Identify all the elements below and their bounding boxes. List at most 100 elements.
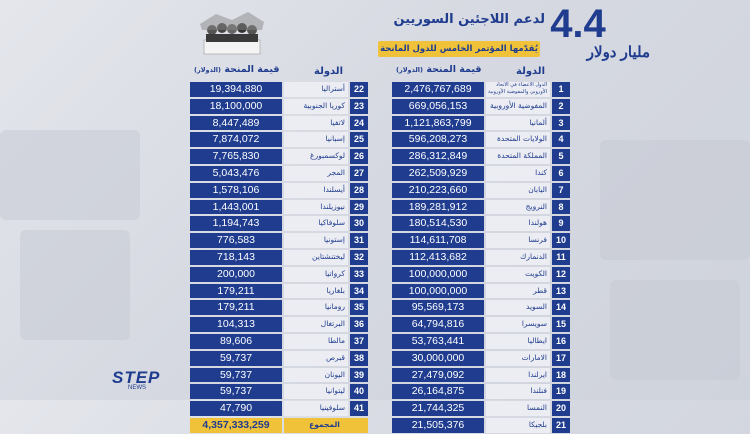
row-number: 15: [552, 317, 570, 332]
grant-amount: 18,100,000: [190, 98, 282, 114]
step-news-logo: STEP NEWS: [112, 368, 161, 391]
table-row: 7,874,072 إسبانيا 25: [190, 131, 368, 148]
country-name: سويسرا: [486, 317, 550, 332]
table-row: 114,611,708 فرنسا 10: [392, 232, 570, 249]
country-name: الدول الأعضاء في الاتحاد الأوروبي والمفو…: [486, 82, 550, 97]
grant-amount: 59,737: [190, 367, 282, 383]
total-amount-headline: 4.4: [550, 2, 606, 46]
country-name: قبرص: [284, 350, 348, 366]
country-name: المفوضية الأوروبية: [486, 98, 550, 114]
grant-amount: 21,505,376: [392, 417, 484, 433]
country-name: كندا: [486, 165, 550, 181]
grant-amount: 27,479,092: [392, 367, 484, 383]
grant-amount: 1,443,001: [190, 199, 282, 215]
grant-amount: 5,043,476: [190, 165, 282, 181]
grant-amount: 2,476,767,689: [392, 82, 484, 97]
grant-amount: 104,313: [190, 317, 282, 332]
row-number: 6: [552, 165, 570, 181]
country-name: المملكة المتحدة: [486, 149, 550, 164]
row-number: 2: [552, 98, 570, 114]
grant-amount: 776,583: [190, 233, 282, 248]
row-number: 29: [350, 199, 368, 215]
table-row: 1,578,106 أيسلندا 28: [190, 182, 368, 199]
table-row: 669,056,153 المفوضية الأوروبية 2: [392, 98, 570, 115]
amount-unit: مليار دولار: [586, 44, 650, 61]
total-label: المجموع: [284, 417, 368, 433]
grant-amount: 189,281,912: [392, 199, 484, 215]
grant-amount: 1,194,743: [190, 216, 282, 232]
country-name: قطر: [486, 283, 550, 299]
table-row: 1,194,743 سلوفاكيا 30: [190, 215, 368, 232]
row-number: 27: [350, 165, 368, 181]
country-name: بلجيكا: [486, 417, 550, 433]
table-row: 26,164,875 فنلندا 19: [392, 383, 570, 400]
table-row: 286,312,849 المملكة المتحدة 5: [392, 148, 570, 165]
table-row: 53,763,441 ايطاليا 16: [392, 333, 570, 350]
row-number: 20: [552, 401, 570, 416]
country-name: سلوفاكيا: [284, 216, 348, 232]
grant-amount: 179,211: [190, 283, 282, 299]
row-number: 22: [350, 82, 368, 97]
table-row: 47,790 سلوفينيا 41: [190, 400, 368, 417]
grant-amount: 53,763,441: [392, 333, 484, 349]
grant-amount: 59,737: [190, 384, 282, 400]
column-header-amount: قيمة المنحة (الدولار): [194, 64, 280, 75]
table-row: 95,569,173 السويد 14: [392, 299, 570, 316]
table-row: 210,223,660 اليابان 7: [392, 182, 570, 199]
grant-amount: 262,509,929: [392, 165, 484, 181]
header: 4.4 مليار دولار لدعم اللاجئين السوريين ي…: [0, 0, 750, 80]
headline: لدعم اللاجئين السوريين: [393, 12, 546, 27]
row-number: 14: [552, 300, 570, 316]
row-number: 30: [350, 216, 368, 232]
country-name: ليختنشتاين: [284, 249, 348, 265]
table-row: 59,737 اليونان 39: [190, 367, 368, 384]
country-name: ألمانيا: [486, 115, 550, 131]
country-name: اليونان: [284, 367, 348, 383]
table-row: 21,505,376 بلجيكا 21: [392, 417, 570, 434]
grant-amount: 596,208,273: [392, 132, 484, 148]
background-shape: [610, 280, 740, 380]
table-row: 59,737 قبرص 38: [190, 350, 368, 367]
country-name: فرنسا: [486, 233, 550, 248]
country-name: النمسا: [486, 401, 550, 416]
conference-photo: [200, 12, 264, 55]
table-row: 2,476,767,689 الدول الأعضاء في الاتحاد ال…: [392, 81, 570, 98]
donor-table-2: قيمة المنحة (الدولار) الدولة 19,394,880 أ…: [190, 64, 368, 434]
subheadline-badge: يُقدّمها المؤتمر الخامس للدول المانحة: [378, 41, 540, 57]
row-number: 40: [350, 384, 368, 400]
country-name: إستونيا: [284, 233, 348, 248]
grant-amount: 47,790: [190, 401, 282, 416]
grant-amount: 7,765,830: [190, 149, 282, 164]
table-row: 262,509,929 كندا 6: [392, 165, 570, 182]
country-name: المجر: [284, 165, 348, 181]
background-shape: [20, 230, 130, 340]
column-header-country: الدولة: [516, 66, 545, 77]
table-row: 59,737 ليتوانيا 40: [190, 383, 368, 400]
grant-amount: 95,569,173: [392, 300, 484, 316]
grant-amount: 112,413,682: [392, 249, 484, 265]
table-header: قيمة المنحة (الدولار) الدولة: [190, 64, 368, 81]
country-name: النرويج: [486, 199, 550, 215]
grant-amount: 7,874,072: [190, 132, 282, 148]
grant-amount: 286,312,849: [392, 149, 484, 164]
grant-amount: 718,143: [190, 249, 282, 265]
country-name: كوريا الجنوبية: [284, 98, 348, 114]
table-row: 179,211 رومانيا 35: [190, 299, 368, 316]
grant-amount: 179,211: [190, 300, 282, 316]
grant-amount: 8,447,489: [190, 115, 282, 131]
row-number: 33: [350, 266, 368, 282]
row-number: 28: [350, 182, 368, 198]
row-number: 37: [350, 333, 368, 349]
table-row: 179,211 بلغاريا 34: [190, 283, 368, 300]
table-row: 64,794,816 سويسرا 15: [392, 316, 570, 333]
row-number: 25: [350, 132, 368, 148]
grant-amount: 210,223,660: [392, 182, 484, 198]
row-number: 35: [350, 300, 368, 316]
table-row: 200,000 كرواتيا 33: [190, 266, 368, 283]
country-name: إسبانيا: [284, 132, 348, 148]
grant-amount: 89,606: [190, 333, 282, 349]
country-name: اليابان: [486, 182, 550, 198]
table-row: 19,394,880 أستراليا 22: [190, 81, 368, 98]
row-number: 1: [552, 82, 570, 97]
country-name: لوكسمبورغ: [284, 149, 348, 164]
